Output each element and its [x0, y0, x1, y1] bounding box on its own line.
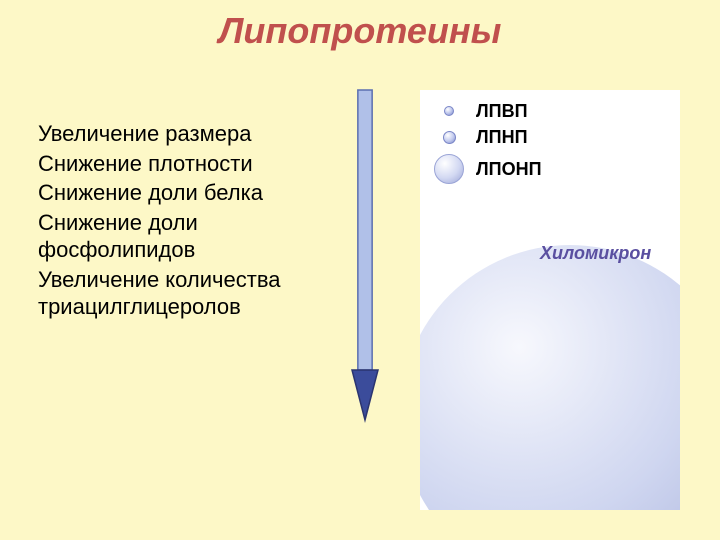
legend-row: ЛПНП: [432, 126, 542, 148]
legend-label: ЛПОНП: [476, 159, 542, 180]
property-list: Увеличение размера Снижение плотности Сн…: [38, 120, 338, 323]
legend-label: ЛПНП: [476, 127, 528, 148]
list-item: Снижение плотности: [38, 150, 338, 178]
legend-row: ЛПВП: [432, 100, 542, 122]
chylomicron-label: Хиломикрон: [540, 243, 651, 264]
list-item: Снижение доли фосфолипидов: [38, 209, 338, 264]
legend: ЛПВП ЛПНП ЛПОНП: [432, 100, 542, 190]
list-item: Увеличение размера: [38, 120, 338, 148]
legend-dot-icon: [444, 106, 454, 116]
list-item: Снижение доли белка: [38, 179, 338, 207]
legend-label: ЛПВП: [476, 101, 528, 122]
legend-row: ЛПОНП: [432, 152, 542, 186]
legend-dot-icon: [443, 131, 456, 144]
legend-dot-icon: [434, 154, 464, 184]
slide: Липопротеины Увеличение размера Снижение…: [0, 0, 720, 540]
slide-title: Липопротеины: [0, 10, 720, 52]
down-arrow-icon: [342, 80, 388, 430]
list-item: Увеличение количества триацилглицеролов: [38, 266, 338, 321]
